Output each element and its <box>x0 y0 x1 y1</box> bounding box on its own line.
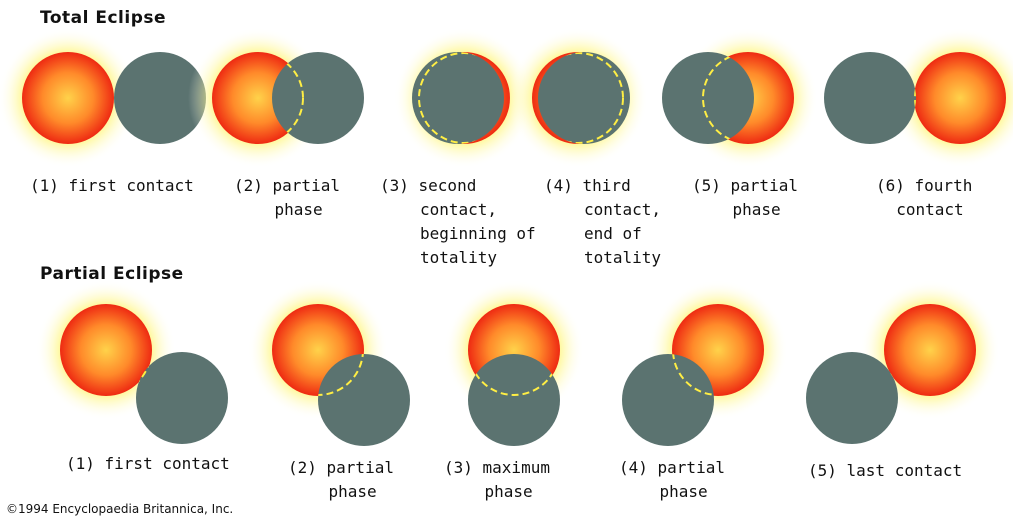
total-caption-3: (3) second contact, beginning of totality <box>380 176 536 267</box>
caption-line: (3) second <box>380 176 476 195</box>
partial-caption-3: (3) maximum phase <box>444 458 550 501</box>
moon-disk <box>412 52 504 144</box>
partial-eclipse-title: Partial Eclipse <box>40 264 184 284</box>
moon-disk <box>824 52 916 144</box>
caption-line: (2) partial <box>288 458 394 477</box>
total-caption-4: (4) third contact, end of totality <box>544 176 661 267</box>
total-eclipse-title: Total Eclipse <box>40 8 167 28</box>
moon-disk <box>318 354 410 446</box>
partial-stage-5 <box>806 280 1000 444</box>
moon-disk <box>136 352 228 444</box>
total-stage-1 <box>0 28 206 168</box>
sun-disk <box>60 304 152 396</box>
partial-caption-2: (2) partial phase <box>288 458 394 501</box>
total-caption-2: (2) partial phase <box>234 176 340 219</box>
partial-stage-4 <box>622 280 788 446</box>
moon-disk <box>468 354 560 446</box>
partial-stage-3 <box>444 280 584 446</box>
caption-line: (3) maximum <box>444 458 550 477</box>
partial-caption-4: (4) partial phase <box>619 458 725 501</box>
caption-line: (1) first contact <box>30 176 194 195</box>
caption-line: phase <box>732 200 780 219</box>
caption-line: phase <box>328 482 376 501</box>
caption-line: (4) partial <box>619 458 725 477</box>
moon-disk <box>622 354 714 446</box>
caption-line: (1) first contact <box>66 454 230 473</box>
caption-line: (6) fourth <box>876 176 972 195</box>
caption-line: contact, <box>420 200 497 219</box>
caption-line: (5) last contact <box>808 461 962 480</box>
caption-line: (5) partial <box>692 176 798 195</box>
total-stage-3 <box>394 28 534 168</box>
moon-disk <box>538 52 630 144</box>
caption-line: (4) third <box>544 176 631 195</box>
total-caption-1: (1) first contact <box>30 176 194 195</box>
caption-line: phase <box>274 200 322 219</box>
hidden-sun-outline <box>418 52 504 144</box>
total-caption-6: (6) fourth contact <box>876 176 972 219</box>
copyright-notice: ©1994 Encyclopaedia Britannica, Inc. <box>6 502 234 516</box>
partial-stage-2 <box>248 280 410 446</box>
hidden-sun-outline <box>272 52 304 144</box>
moon-disk <box>806 352 898 444</box>
caption-line: contact, <box>584 200 661 219</box>
partial-stage-1 <box>36 280 228 444</box>
hidden-sun-outline <box>538 52 624 144</box>
caption-line: phase <box>659 482 707 501</box>
partial-caption-1: (1) first contact <box>66 454 230 473</box>
hidden-sun-outline <box>468 354 560 396</box>
caption-line: end of <box>584 224 642 243</box>
sun-disk <box>884 304 976 396</box>
total-stage-5 <box>662 28 818 168</box>
caption-line: (2) partial <box>234 176 340 195</box>
moon-disk <box>272 52 364 144</box>
total-stage-4 <box>508 28 648 168</box>
sun-disk <box>22 52 114 144</box>
caption-line: contact <box>896 200 963 219</box>
caption-line: beginning of <box>420 224 536 243</box>
caption-line: totality <box>584 248 661 267</box>
total-stage-2 <box>188 28 364 168</box>
moon-disk <box>114 52 206 144</box>
caption-line: totality <box>420 248 497 267</box>
partial-caption-5: (5) last contact <box>808 461 962 480</box>
moon-disk <box>662 52 754 144</box>
total-stage-6 <box>824 28 1013 168</box>
total-caption-5: (5) partial phase <box>692 176 798 219</box>
sun-disk <box>914 52 1006 144</box>
caption-line: phase <box>484 482 532 501</box>
